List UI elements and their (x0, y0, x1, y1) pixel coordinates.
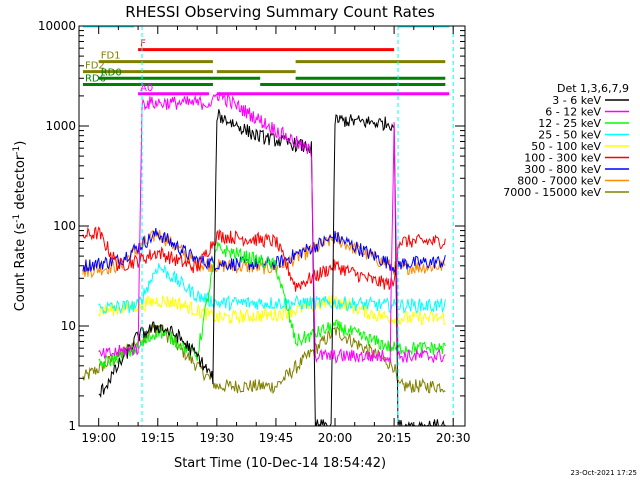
timestamp: 23-Oct-2021 17:25 (571, 469, 637, 477)
series-line-8 (82, 323, 446, 395)
series-line-0 (98, 109, 446, 426)
legend-label-2: 12 - 25 keV (538, 117, 601, 130)
flag-label-f: F (140, 39, 146, 50)
series-line-7 (82, 229, 446, 279)
legend-label-8: 7000 - 15000 keV (503, 186, 601, 199)
series-line-4 (98, 294, 446, 326)
x-tick-label-6: 20:30 (436, 431, 471, 445)
legend-label-3: 25 - 50 keV (538, 129, 601, 142)
legend-label-1: 6 - 12 keV (545, 106, 601, 119)
flag-label-fd2: FD2 (85, 61, 105, 72)
y-axis-label-sup1: -1 (12, 214, 22, 223)
series-line-5 (82, 226, 446, 292)
y-axis: 1 10 100 1000 10000 (38, 19, 465, 433)
legend-title: Det 1,3,6,7,9 (557, 82, 629, 95)
legend-label-5: 100 - 300 keV (524, 152, 601, 165)
series-line-1 (98, 91, 446, 365)
y-tick-label-3: 1000 (45, 119, 76, 133)
x-tick-label-2: 19:30 (200, 431, 235, 445)
y-axis-label: Count Rate (s-1 detector-1) (12, 141, 28, 312)
y-axis-label-suffix: ) (13, 141, 28, 146)
flag-label-fd1: FD1 (101, 51, 121, 62)
y-tick-label-4: 10000 (38, 19, 76, 33)
flag-label-rd6: RD6 (85, 74, 106, 85)
series-line-6 (82, 228, 446, 274)
chart-title: RHESSI Observing Summary Count Rates (125, 3, 435, 21)
y-axis-label-mid: detector (13, 154, 28, 214)
flag-label-a0: A0 (140, 83, 153, 94)
x-axis: 19:00 19:15 19:30 19:45 20:00 20:15 20:30 (81, 26, 470, 445)
x-tick-label-4: 20:00 (318, 431, 353, 445)
x-tick-label-3: 19:45 (259, 431, 294, 445)
legend-label-4: 50 - 100 keV (531, 140, 601, 153)
series-layer (82, 91, 446, 426)
y-tick-label-0: 1 (68, 419, 76, 433)
x-tick-label-5: 20:15 (377, 431, 412, 445)
y-axis-label-prefix: Count Rate (s (13, 223, 28, 312)
x-tick-label-1: 19:15 (140, 431, 175, 445)
series-line-3 (98, 263, 446, 315)
y-axis-label-sup2: -1 (12, 146, 22, 155)
legend-label-0: 3 - 6 keV (552, 94, 601, 107)
x-tick-label-0: 19:00 (81, 431, 116, 445)
legend-label-7: 800 - 7000 keV (517, 175, 601, 188)
y-tick-label-1: 10 (61, 319, 76, 333)
y-tick-label-2: 100 (53, 219, 76, 233)
legend-label-6: 300 - 800 keV (524, 163, 601, 176)
flag-label-n: N (85, 15, 92, 26)
series-line-2 (98, 241, 446, 369)
vline-layer (141, 26, 454, 426)
x-axis-label: Start Time (10-Dec-14 18:54:42) (174, 456, 386, 471)
flag-label-rd0: RD0 (101, 67, 122, 78)
